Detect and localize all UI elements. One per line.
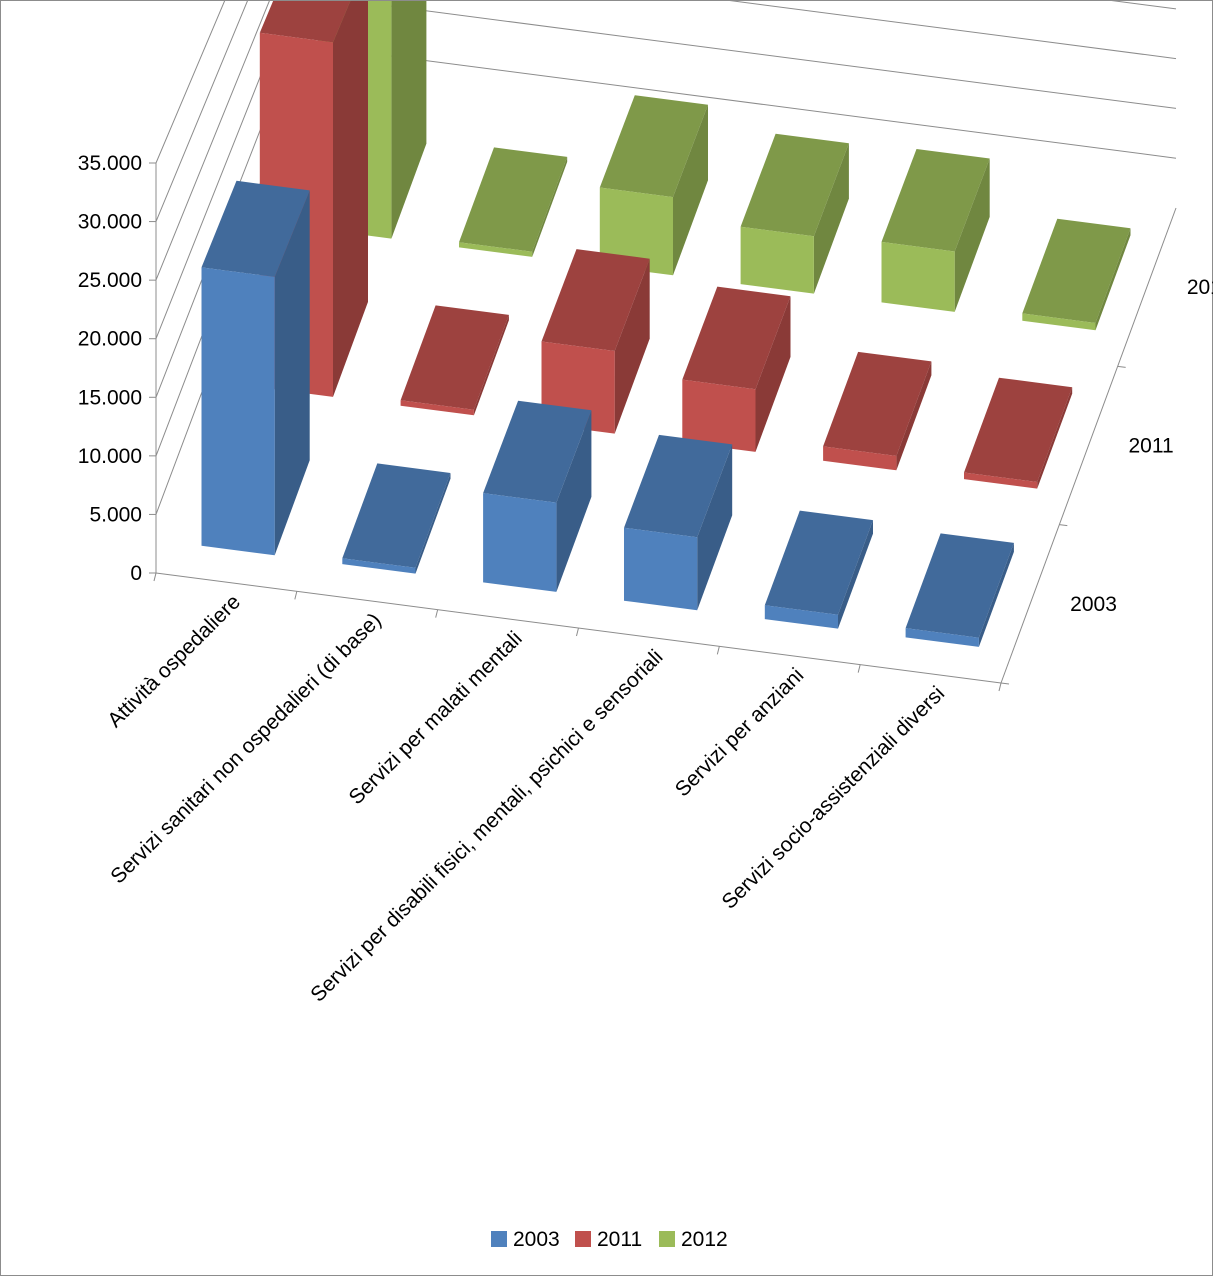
y-tick-label: 25.000 (78, 269, 142, 292)
bar-top (459, 147, 568, 252)
bar-top (599, 95, 708, 198)
x-tick-mark (435, 609, 439, 618)
bar (400, 400, 474, 416)
bar-top (483, 400, 592, 503)
bar-side (896, 361, 932, 471)
bar (823, 446, 897, 471)
legend-swatch (575, 1231, 591, 1247)
gridline (155, 1, 226, 164)
bar (905, 628, 979, 647)
bar (1022, 313, 1096, 331)
legend-label: 2003 (513, 1228, 560, 1251)
bar-top (823, 351, 932, 456)
bar-side (333, 1, 368, 397)
legend-swatch (491, 1231, 507, 1247)
depth-axis-label: 2011 (1129, 435, 1174, 458)
x-tick-mark (294, 591, 298, 600)
bar-side (614, 258, 650, 434)
gridline (155, 1, 270, 281)
depth-axis-label: 2012 (1187, 276, 1213, 299)
bar (682, 379, 756, 452)
bar (764, 605, 838, 629)
bar-top (740, 133, 849, 237)
category-label: Attività ospedaliere (103, 590, 245, 732)
bar-side (755, 296, 791, 452)
bar (740, 226, 814, 294)
bar (483, 493, 557, 592)
bar-top (905, 533, 1014, 638)
depth-tick-mark (1000, 682, 1010, 685)
category-label: Servizi per anziani (671, 664, 809, 802)
bar-side (838, 520, 873, 629)
bar-top (682, 286, 791, 390)
legend-swatch (659, 1231, 675, 1247)
bar-side (978, 542, 1014, 647)
bar-top (201, 180, 310, 277)
category-label: Servizi sanitari non ospedalieri (di bas… (106, 609, 386, 889)
y-tick-label: 15.000 (78, 386, 142, 409)
bar-top (624, 434, 733, 538)
depth-axis-line (1000, 207, 1177, 684)
x-tick-mark (998, 682, 1002, 692)
y-tick-label: 0 (130, 562, 142, 585)
bar-side (1037, 387, 1073, 489)
y-tick-label: 30.000 (78, 211, 142, 234)
bar (201, 267, 275, 556)
x-tick-mark (857, 664, 861, 673)
bar-side (954, 158, 990, 312)
bar (964, 472, 1038, 489)
bar-top (964, 377, 1073, 482)
y-tick-label: 35.000 (78, 152, 142, 175)
y-tick-label: 20.000 (78, 328, 142, 351)
y-tick-label: 10.000 (78, 445, 142, 468)
bar-side (415, 473, 451, 574)
bar-top (259, 1, 351, 43)
depth-tick-mark (1117, 365, 1126, 368)
depth-axis-label: 2003 (1070, 593, 1117, 616)
y-tick-label: 5.000 (89, 503, 142, 526)
bar-top (881, 149, 990, 252)
bar-side (274, 190, 310, 556)
bar-side (391, 1, 427, 239)
bar-side (1095, 228, 1131, 331)
bar-top (764, 510, 873, 615)
depth-tick-mark (1059, 524, 1068, 527)
legend-label: 2012 (681, 1228, 728, 1251)
bar-side (556, 410, 592, 592)
category-label: Servizi per malati mentali (345, 627, 527, 809)
x-tick-mark (716, 646, 720, 655)
x-tick-mark (153, 572, 157, 582)
bar (599, 187, 673, 276)
bar-top (400, 305, 509, 410)
bar (342, 558, 416, 574)
bar-side (473, 314, 509, 416)
bar-side (532, 156, 568, 257)
legend-label: 2011 (597, 1228, 642, 1251)
bar (881, 241, 955, 312)
bar-top (342, 463, 451, 568)
bar-top (541, 249, 650, 351)
x-tick-mark (576, 627, 579, 637)
bar (624, 527, 698, 611)
bar-side (813, 143, 849, 294)
bar-side (697, 444, 733, 611)
bar-top (1022, 218, 1131, 323)
category-label: Servizi per disabili fisici, mentali, ps… (306, 645, 667, 1006)
bar-side (673, 104, 708, 276)
bar (459, 242, 533, 257)
gridline (155, 1, 1177, 339)
gridline (155, 1, 248, 222)
